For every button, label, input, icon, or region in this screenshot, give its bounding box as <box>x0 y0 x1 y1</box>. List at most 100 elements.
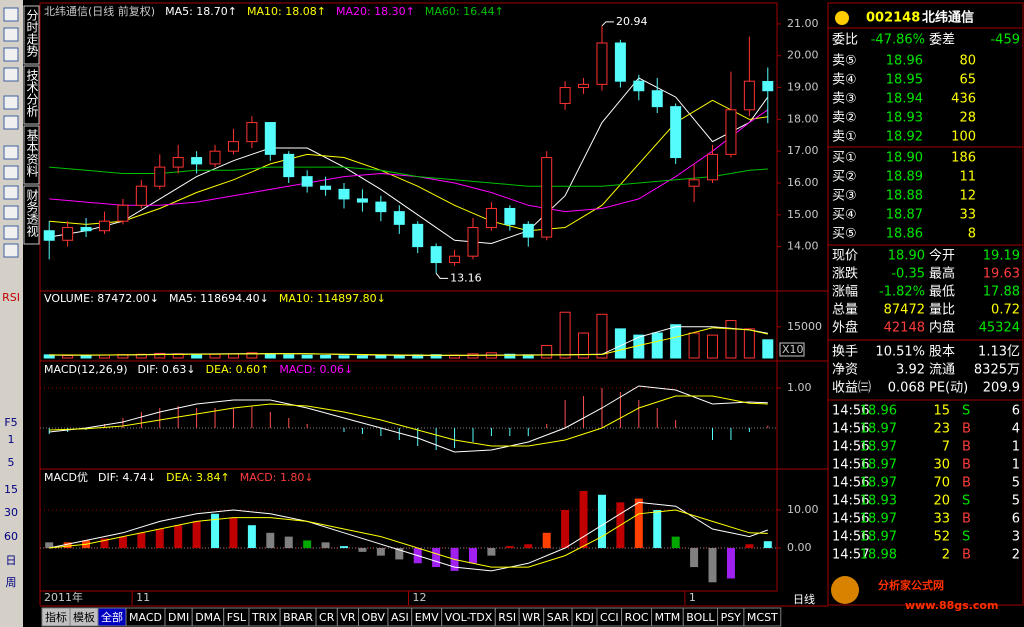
bottom-tab-label[interactable]: BRAR <box>283 611 313 624</box>
asks-cell: 卖③ <box>832 92 857 107</box>
bottom-tab-label[interactable]: 模板 <box>73 610 95 624</box>
macd-bar <box>487 548 496 556</box>
info-cell: 1.13亿 <box>978 345 1020 360</box>
bottom-tab-label[interactable]: CCI <box>600 611 619 624</box>
indicator-line <box>49 385 768 453</box>
toolbar-label[interactable]: F5 <box>4 416 17 429</box>
side-tab[interactable] <box>23 65 40 125</box>
macd-bar <box>174 525 183 549</box>
legend-label: VOLUME: 87472.00↓ <box>44 292 159 305</box>
candle-body <box>651 90 663 108</box>
toolbar-label[interactable]: 60 <box>4 530 18 543</box>
volume-bar <box>154 352 166 359</box>
volume-bar <box>375 355 387 359</box>
toolbar-label[interactable]: 日 <box>6 554 17 567</box>
candle-body <box>62 227 74 241</box>
bottom-tab-label[interactable]: DMI <box>168 611 189 624</box>
bottom-tab-label[interactable]: OBV <box>362 611 386 624</box>
legend-label: MACD: 1.80↓ <box>240 471 314 484</box>
side-tab-label[interactable]: 财务透视 <box>25 189 39 237</box>
bottom-tab-label[interactable]: TRIX <box>251 611 278 624</box>
bids-cell: 33 <box>959 208 976 223</box>
bottom-tab-label[interactable]: ASI <box>391 611 409 624</box>
stats-cell: 19.63 <box>983 267 1020 282</box>
ticks-cell: 14:56 <box>832 530 869 545</box>
bottom-tab-label[interactable]: MTM <box>655 611 681 624</box>
stats-cell: 19.19 <box>983 249 1020 264</box>
side-tab-label[interactable]: 技术分析 <box>25 69 39 118</box>
candle-body <box>209 150 221 165</box>
bottom-tab-label[interactable]: RSI <box>498 611 516 624</box>
y-tick-label: 19.00 <box>787 81 819 94</box>
stock-name: 北纬通信 <box>922 10 974 26</box>
candle-body <box>578 83 590 89</box>
bottom-tab-label[interactable]: CR <box>319 611 335 624</box>
volume-bar <box>338 355 350 359</box>
macd-bar <box>763 541 772 549</box>
bottom-tab-label[interactable]: 指标 <box>45 610 67 624</box>
toolbar-icon <box>3 67 19 82</box>
candle-body <box>743 80 755 111</box>
asks-cell: 卖① <box>832 130 857 145</box>
candle-body <box>375 201 387 213</box>
bottom-tab-label[interactable]: SAR <box>547 611 570 624</box>
bottom-tab[interactable] <box>743 607 782 627</box>
toolbar-icon <box>3 95 19 110</box>
bids-cell: 12 <box>959 189 976 204</box>
toolbar-icon <box>3 185 19 200</box>
macd-bar <box>155 529 164 549</box>
toolbar-label[interactable]: 1 <box>8 433 15 446</box>
bids-cell: 18.90 <box>886 151 923 166</box>
indicator-line <box>49 501 768 572</box>
info-cell: 股本 <box>929 345 955 360</box>
volume-bar <box>62 355 74 359</box>
side-tab-label[interactable]: 分时走势 <box>25 9 39 57</box>
bottom-tab-label[interactable]: KDJ <box>575 611 594 624</box>
ticks-cell: 6 <box>1012 512 1020 527</box>
date-label: 1 <box>689 591 696 604</box>
bottom-tab-label[interactable]: MACD <box>129 611 162 624</box>
bottom-tab-label[interactable]: MCST <box>747 611 778 624</box>
bottom-tab-label[interactable]: VOL-TDX <box>445 611 493 624</box>
min-pointer <box>435 273 449 279</box>
indicator-line <box>49 99 768 232</box>
bottom-tab-label[interactable]: BOLL <box>686 611 715 624</box>
toolbar-label[interactable]: 15 <box>4 483 18 496</box>
stats-cell: 最低 <box>929 285 955 300</box>
bottom-tab-label[interactable]: EMV <box>415 611 439 624</box>
volume-bar <box>614 328 626 359</box>
side-tab-label[interactable]: 基本资料 <box>25 129 39 177</box>
candle-body <box>596 42 608 85</box>
info-cell: 净资 <box>832 363 858 378</box>
toolbar-label[interactable]: 周 <box>6 576 17 589</box>
bids-cell: 买② <box>832 170 857 185</box>
toolbar-label[interactable]: 30 <box>4 506 18 519</box>
side-tab[interactable] <box>23 185 40 245</box>
legend-label: MA20: 18.30↑ <box>336 5 415 18</box>
toolbar-label[interactable]: 5 <box>8 456 15 469</box>
candle-body <box>283 153 295 178</box>
candle-body <box>264 122 276 155</box>
legend-label: MACD(12,26,9) <box>44 363 128 376</box>
info-cell: 10.51% <box>875 345 925 360</box>
info-cell: 8325万 <box>974 363 1020 378</box>
toolbar-label[interactable]: RSI <box>2 291 20 304</box>
macd-bar <box>192 521 201 549</box>
bottom-tab-label[interactable]: VR <box>340 611 356 624</box>
bottom-tab-label[interactable]: FSL <box>227 611 247 624</box>
ticks-cell: 1 <box>1012 458 1020 473</box>
bottom-tab-label[interactable]: WR <box>522 611 541 624</box>
ticks-cell: 18.93 <box>860 494 897 509</box>
side-tab[interactable] <box>23 5 40 65</box>
bottom-tab-label[interactable]: 全部 <box>101 610 123 624</box>
asks-cell: 18.96 <box>886 54 923 69</box>
bottom-tab-label[interactable]: PSY <box>721 611 742 624</box>
stats-cell: -1.82% <box>879 285 925 300</box>
bottom-tab-label[interactable]: ROC <box>625 611 649 624</box>
side-tab[interactable] <box>23 125 40 185</box>
period-label[interactable]: 日线 <box>793 592 815 606</box>
bottom-tab-label[interactable]: DMA <box>195 611 221 624</box>
chart-frame <box>39 2 1024 607</box>
volume-bar <box>430 354 442 359</box>
